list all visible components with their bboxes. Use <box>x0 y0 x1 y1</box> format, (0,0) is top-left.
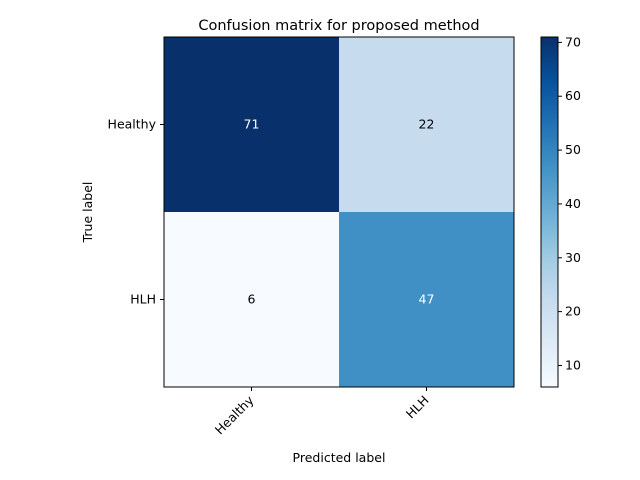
matrix-cell-r0-c1 <box>339 37 514 212</box>
y-axis-label: True label <box>80 182 95 244</box>
cell-value-r0-c1: 22 <box>419 117 435 132</box>
y-tick-group: Healthy HLH <box>108 117 164 307</box>
x-tick-group: Healthy HLH <box>212 387 432 437</box>
y-tick-label: Healthy <box>108 117 157 132</box>
x-axis-label: Predicted label <box>293 450 386 465</box>
cell-value-r0-c0: 71 <box>244 117 260 132</box>
cell-value-r1-c0: 6 <box>248 292 256 307</box>
x-tick-label: HLH <box>403 393 432 422</box>
colorbar-tick-label: 60 <box>565 88 581 103</box>
x-tick-label: Healthy <box>212 392 257 437</box>
colorbar-tick-label: 50 <box>565 142 581 157</box>
colorbar-tick-label: 20 <box>565 304 581 319</box>
plot-frame <box>163 36 515 388</box>
cell-value-r1-c1: 47 <box>419 292 435 307</box>
matrix-cell-r1-c0 <box>164 212 339 387</box>
colorbar-tick-label: 30 <box>565 250 581 265</box>
colorbar-tick-label: 70 <box>565 34 581 49</box>
colorbar-tick-label: 10 <box>565 357 581 372</box>
colorbar-tick-group: 10 20 30 40 50 60 70 <box>558 34 581 372</box>
chart-title: Confusion matrix for proposed method <box>198 18 479 34</box>
matrix-cells: 71 22 6 47 <box>164 37 514 387</box>
colorbar-tick-label: 40 <box>565 196 581 211</box>
colorbar <box>540 36 559 388</box>
y-tick-label: HLH <box>130 292 156 307</box>
matrix-cell-r0-c0 <box>164 37 339 212</box>
matrix-cell-r1-c1 <box>339 212 514 387</box>
